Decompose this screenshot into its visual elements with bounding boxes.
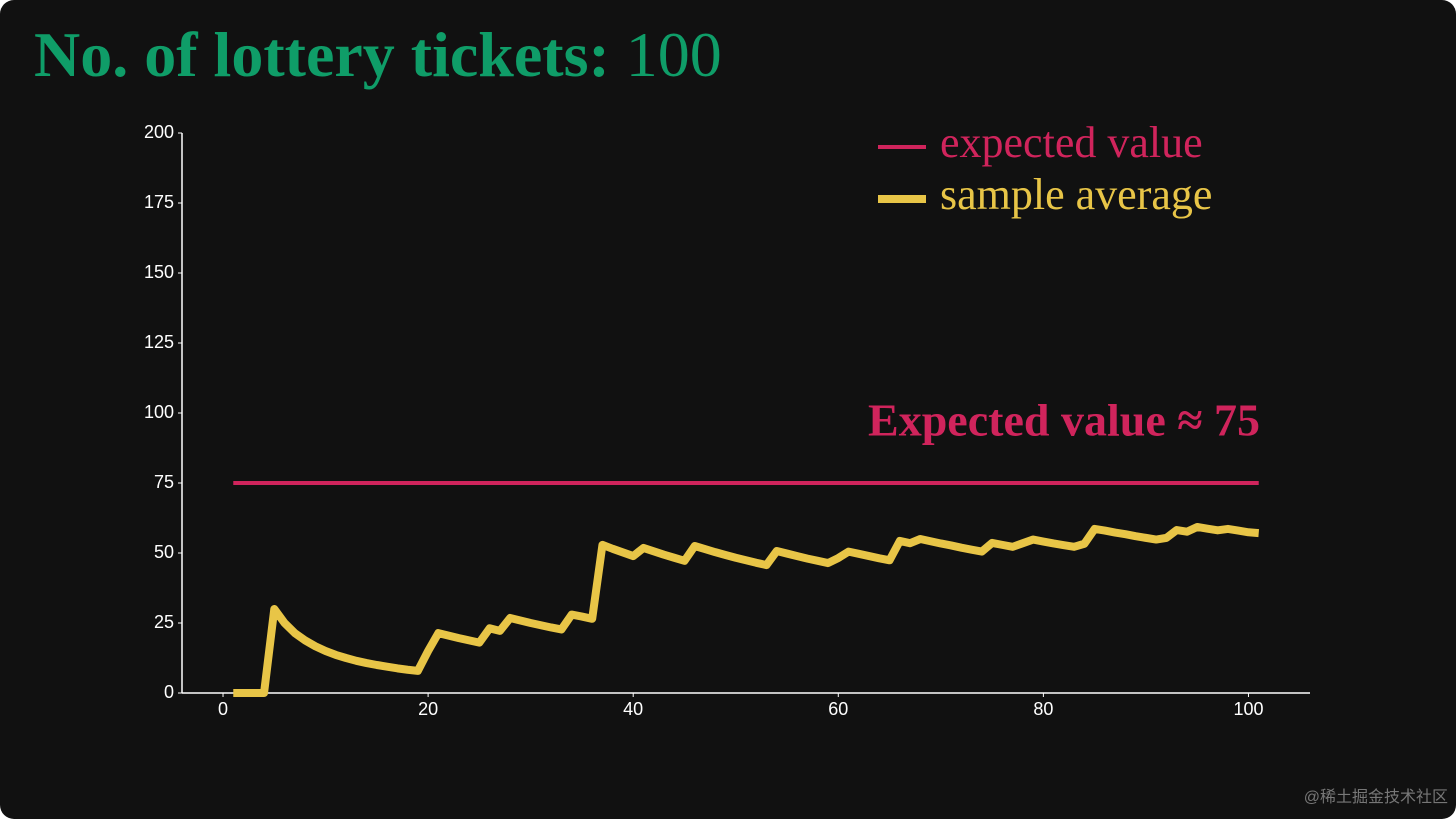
series-line — [233, 522, 1260, 697]
x-tick-label: 0 — [218, 699, 228, 719]
x-tick-label: 60 — [828, 699, 848, 719]
legend-label: sample average — [940, 170, 1212, 219]
watermark: @稀土掘金技术社区 — [1304, 788, 1448, 806]
x-tick-label: 100 — [1233, 699, 1263, 719]
annotation: Expected value ≈ 75 — [868, 395, 1260, 446]
y-tick-label: 100 — [144, 402, 174, 422]
y-tick-label: 175 — [144, 192, 174, 212]
legend-label: expected value — [940, 118, 1203, 167]
x-tick-label: 80 — [1033, 699, 1053, 719]
x-tick-label: 20 — [418, 699, 438, 719]
y-tick-label: 150 — [144, 262, 174, 282]
title-label: No. of lottery tickets: — [34, 19, 610, 90]
y-tick-label: 25 — [154, 612, 174, 632]
y-tick-label: 200 — [144, 122, 174, 142]
ticket-count: 100 — [626, 19, 722, 90]
x-tick-label: 40 — [623, 699, 643, 719]
y-tick-label: 50 — [154, 542, 174, 562]
chart-title: No. of lottery tickets: 100 — [34, 19, 722, 90]
y-tick-label: 125 — [144, 332, 174, 352]
y-tick-label: 0 — [164, 682, 174, 702]
y-tick-label: 75 — [154, 472, 174, 492]
